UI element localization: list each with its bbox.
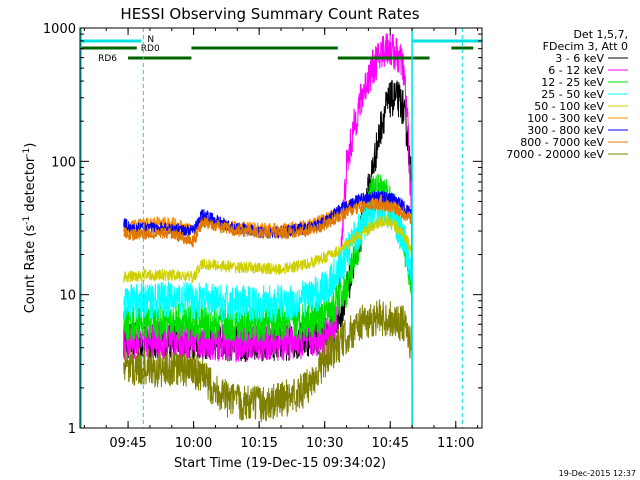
y-axis-label-sup1: -1 [22,216,32,225]
y-axis-label-part3: ) [23,143,38,148]
footer-date: 19-Dec-2015 12:37 [559,469,636,478]
y-axis-label: Count Rate (s-1 detector-1) [22,143,38,314]
legend-header-1: FDecim 3, Att 0 [543,40,628,53]
y-axis-label-sup2: -1 [22,148,32,157]
x-axis-label: Start Time (19-Dec-15 09:34:02) [174,456,386,471]
x-tick-label-5: 11:00 [437,436,474,451]
bar-label-rd0: RD0 [141,44,160,54]
y-axis-label-part1: Count Rate (s [23,225,38,314]
x-axis: 09:45 10:00 10:15 10:30 10:45 11:00 [83,28,479,451]
x-tick-label-2: 10:15 [240,436,277,451]
series-line-7 [123,199,413,429]
x-tick-label-4: 10:45 [372,436,409,451]
legend-entry-6: 300 - 800 keV [527,124,604,137]
legend-header-0: Det 1,5,7, [573,28,628,41]
y-tick-label-2: 100 [51,155,76,170]
legend-entry-1: 6 - 12 keV [548,64,604,77]
x-tick-label-0: 09:45 [109,436,146,451]
series-line-4 [123,214,413,429]
series-line-1 [123,32,413,429]
series-group [123,32,413,429]
y-tick-label-0: 1 [68,422,76,437]
legend-entry-4: 50 - 100 keV [534,100,604,113]
legend-entry-8: 7000 - 20000 keV [506,148,604,161]
bar-label-rd6: RD6 [98,54,117,64]
legend-entry-5: 100 - 300 keV [527,112,604,125]
x-tick-label-1: 10:00 [175,436,212,451]
legend-entry-0: 3 - 6 keV [555,52,604,65]
y-axis-label-part2: detector [23,156,38,216]
legend-entry-3: 25 - 50 keV [541,88,604,101]
legend-entry-7: 800 - 7000 keV [520,136,604,149]
y-tick-label-3: 1000 [43,22,76,37]
series-line-6 [123,189,413,429]
y-axis: 1 10 100 1000 [43,22,482,437]
x-tick-label-3: 10:30 [306,436,343,451]
y-tick-label-1: 10 [59,289,76,304]
legend-entry-2: 12 - 25 keV [541,76,604,89]
series-line-8 [123,299,413,429]
bar-label-n: N [147,35,154,45]
chart-title: HESSI Observing Summary Count Rates [120,5,419,23]
